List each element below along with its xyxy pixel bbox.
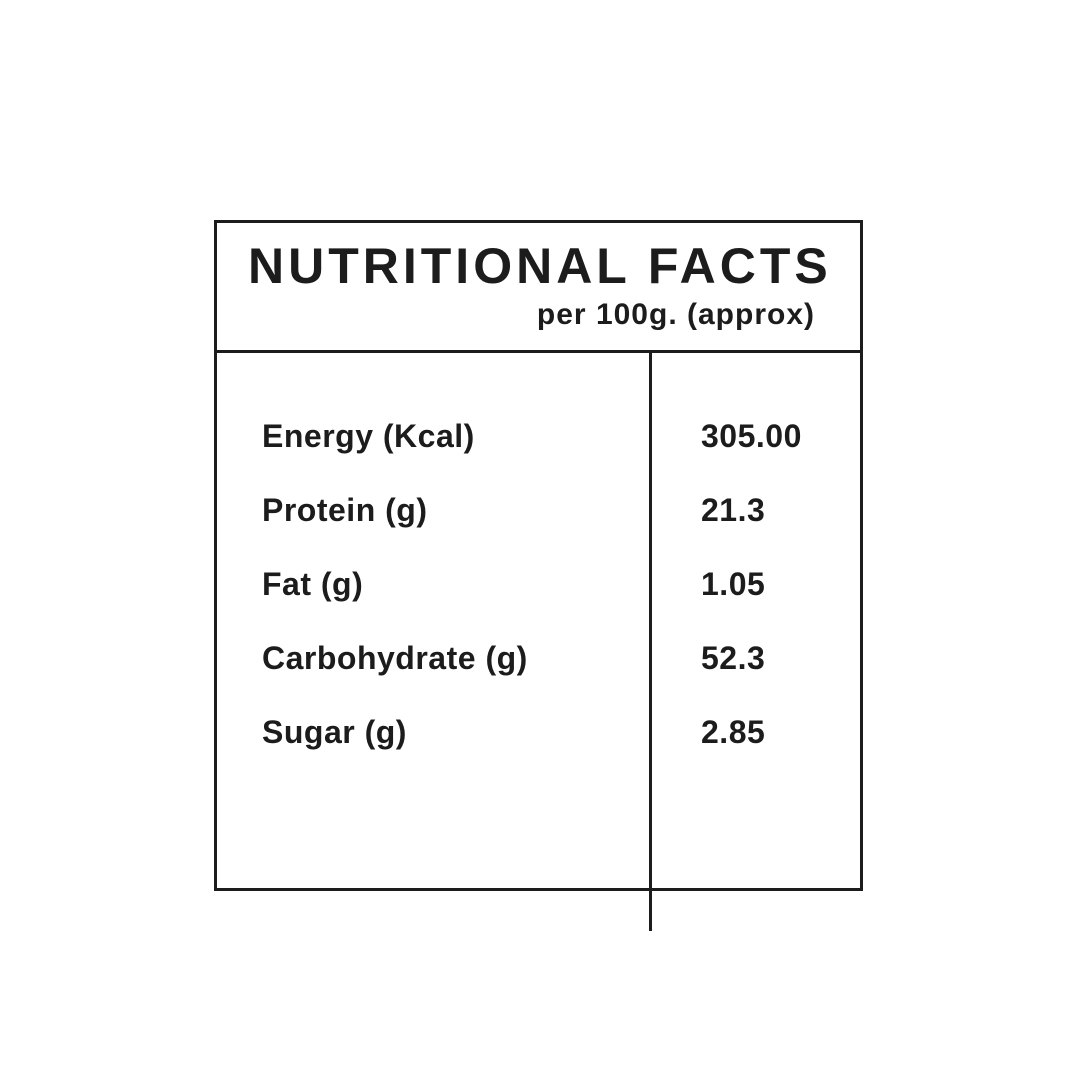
nutrient-rows: Energy (Kcal) 305.00 Protein (g) 21.3 Fat (g…	[217, 399, 860, 769]
nutrient-label: Protein (g)	[262, 491, 428, 528]
nutrient-label: Sugar (g)	[262, 713, 407, 750]
nutrient-row: Carbohydrate (g) 52.3	[217, 621, 860, 695]
nutrient-label: Energy (Kcal)	[262, 417, 475, 454]
column-divider	[649, 353, 652, 931]
table-title: NUTRITIONAL FACTS	[248, 238, 832, 294]
nutrient-row: Protein (g) 21.3	[217, 473, 860, 547]
nutrition-facts-table: NUTRITIONAL FACTS per 100g. (approx) Ene…	[214, 220, 863, 931]
table-header: NUTRITIONAL FACTS per 100g. (approx)	[217, 223, 860, 353]
nutrient-value: 1.05	[701, 565, 766, 602]
nutrient-value: 21.3	[701, 491, 766, 528]
nutrient-row: Fat (g) 1.05	[217, 547, 860, 621]
nutrient-value: 2.85	[701, 713, 766, 750]
table-body: Energy (Kcal) 305.00 Protein (g) 21.3 Fat (g…	[217, 353, 860, 931]
nutrient-row: Sugar (g) 2.85	[217, 695, 860, 769]
nutrient-label: Fat (g)	[262, 565, 364, 602]
nutrient-row: Energy (Kcal) 305.00	[217, 399, 860, 473]
nutrient-value: 52.3	[701, 639, 766, 676]
table-subtitle: per 100g. (approx)	[536, 298, 815, 331]
nutrient-label: Carbohydrate (g)	[262, 639, 528, 676]
nutrient-value: 305.00	[701, 417, 802, 454]
